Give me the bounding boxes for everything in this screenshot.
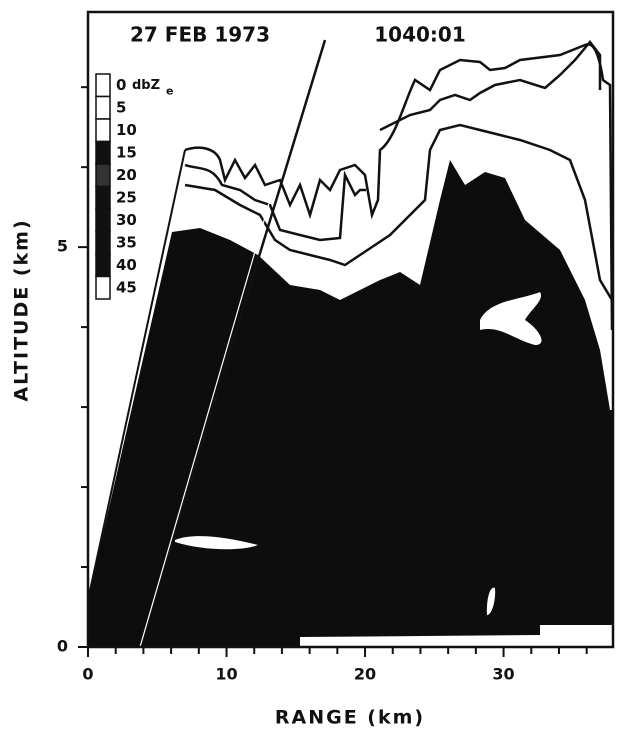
legend-swatch	[95, 163, 111, 188]
legend-unit: dbZ	[132, 78, 160, 93]
x-tick-label: 0	[82, 665, 93, 684]
legend: 0 5 10 15 20 25 30 35 40 45 dbZ e	[95, 73, 173, 300]
scan-line	[138, 39, 327, 648]
scan-line	[139, 199, 271, 648]
contour	[184, 123, 614, 301]
echo-gap	[486, 587, 496, 615]
x-tick-label: 20	[354, 665, 376, 684]
x-axis-label: RANGE (km)	[275, 707, 425, 729]
chart-title: 27 FEB 1973	[130, 23, 270, 47]
plot-frame	[86, 10, 615, 649]
echo-field	[87, 39, 614, 648]
legend-swatch	[95, 95, 111, 120]
legend-label: 45	[116, 278, 137, 296]
legend-label: 35	[116, 233, 137, 251]
legend-swatch	[95, 73, 111, 98]
legend-label: 20	[116, 166, 137, 184]
legend-swatch	[95, 275, 111, 300]
legend-swatch	[95, 253, 111, 278]
legend-label: 40	[116, 256, 137, 274]
y-tick-label: 0	[57, 637, 68, 656]
legend-swatch	[95, 140, 111, 165]
x-tick-label: 10	[215, 665, 237, 684]
legend-label: 0	[116, 76, 126, 94]
contour	[184, 40, 602, 242]
x-tick-label: 30	[492, 665, 514, 684]
time-label: 1040:01	[374, 23, 466, 47]
y-axis-label: ALTITUDE (km)	[11, 218, 33, 401]
legend-unit-subscript: e	[166, 84, 173, 97]
legend-label: 30	[116, 211, 137, 229]
legend-label: 10	[116, 121, 137, 139]
legend-swatch	[95, 208, 111, 233]
legend-label: 5	[116, 98, 126, 116]
y-tick-label: 5	[57, 237, 68, 256]
scan-edge	[87, 149, 186, 601]
echo-core	[88, 160, 613, 647]
echo-gap	[480, 292, 542, 345]
legend-swatch	[95, 118, 111, 143]
legend-label: 25	[116, 188, 137, 206]
legend-label: 15	[116, 143, 137, 161]
legend-swatch	[95, 185, 111, 210]
echo-gap	[175, 536, 258, 550]
legend-swatch	[95, 230, 111, 255]
